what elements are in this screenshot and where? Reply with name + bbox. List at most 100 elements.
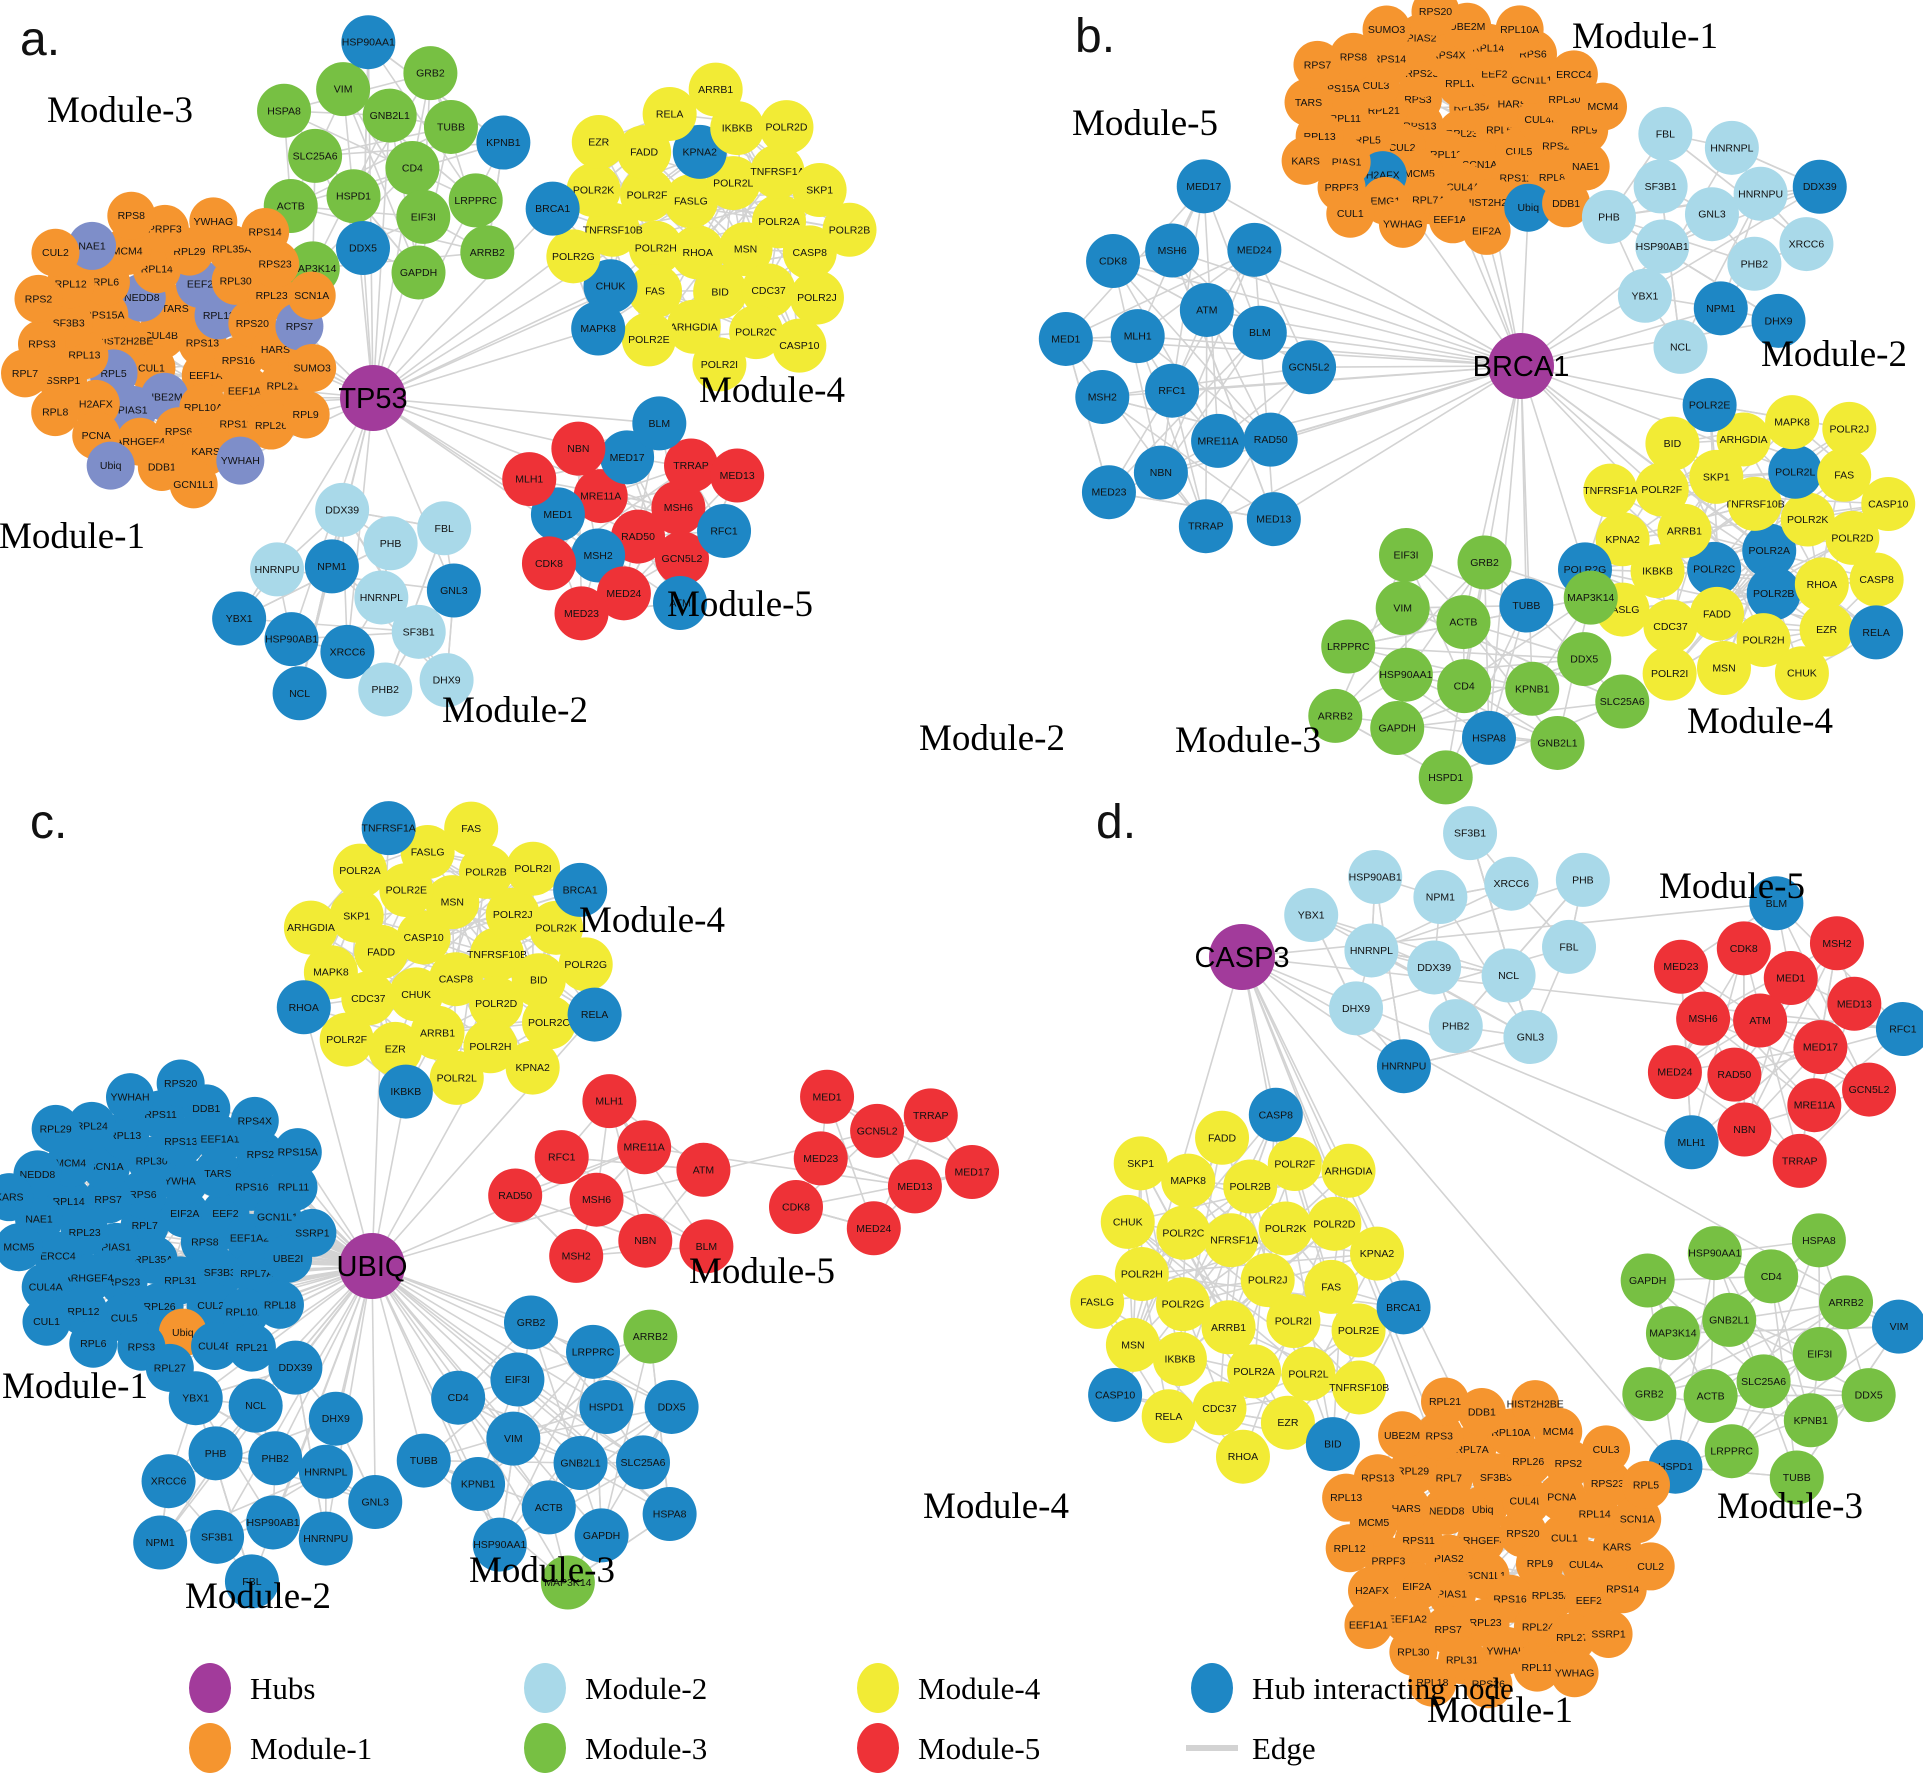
- network-node[interactable]: TNFRSF1A: [362, 801, 416, 856]
- network-node[interactable]: MSH2: [1075, 369, 1130, 424]
- network-node[interactable]: RPL8: [31, 388, 80, 437]
- network-node[interactable]: CD4: [431, 1370, 486, 1425]
- network-node[interactable]: RPL21: [1421, 1377, 1470, 1426]
- network-node[interactable]: EEF1A1: [1344, 1600, 1393, 1649]
- network-node[interactable]: NBN: [618, 1213, 673, 1268]
- network-node[interactable]: GCN5L2: [1842, 1062, 1897, 1117]
- network-node[interactable]: POLR2K: [566, 163, 621, 218]
- network-node[interactable]: MED17: [1176, 159, 1231, 214]
- network-node[interactable]: POLR2I: [506, 841, 561, 896]
- network-node[interactable]: TUBB: [1769, 1450, 1824, 1505]
- network-node[interactable]: ACTB: [521, 1480, 576, 1535]
- network-node[interactable]: MAPK8: [1765, 395, 1820, 450]
- network-node[interactable]: HNRNPU: [1733, 166, 1788, 221]
- network-node[interactable]: HSPD1: [326, 169, 381, 224]
- network-node[interactable]: YWHAH: [216, 436, 265, 485]
- network-node[interactable]: RPL18: [255, 1280, 304, 1329]
- network-node[interactable]: Ubiq: [1504, 183, 1553, 232]
- network-node[interactable]: DDX5: [1841, 1368, 1896, 1423]
- network-node[interactable]: PHB: [188, 1426, 243, 1481]
- network-node[interactable]: XRCC6: [141, 1454, 196, 1509]
- network-node[interactable]: YBX1: [212, 591, 267, 646]
- network-node[interactable]: BID: [1645, 416, 1700, 471]
- network-node[interactable]: GNB2L1: [1702, 1292, 1757, 1347]
- network-node[interactable]: ARRB2: [460, 225, 515, 280]
- network-node[interactable]: RPS14: [241, 207, 290, 256]
- network-node[interactable]: HSP90AB1: [1348, 850, 1403, 905]
- network-node[interactable]: KARS: [0, 1173, 34, 1222]
- network-node[interactable]: POLR2A: [332, 843, 387, 898]
- network-node[interactable]: CUL2: [1626, 1542, 1675, 1591]
- network-node[interactable]: CHUK: [1774, 646, 1829, 701]
- network-node[interactable]: RPS20: [156, 1059, 205, 1108]
- network-node[interactable]: POLR2D: [759, 100, 814, 155]
- network-node[interactable]: ARHGDIA: [1716, 412, 1771, 467]
- network-node[interactable]: GCN5L2: [654, 531, 709, 586]
- network-node[interactable]: CUL4A: [21, 1263, 70, 1312]
- network-node[interactable]: HSP90AB1: [246, 1495, 301, 1550]
- network-node[interactable]: HNRNPU: [298, 1511, 353, 1566]
- network-node[interactable]: RPL5: [1622, 1460, 1670, 1509]
- network-node[interactable]: KPNB1: [476, 115, 531, 170]
- network-node[interactable]: CD4: [1437, 659, 1492, 714]
- network-node[interactable]: RPL10A: [1495, 5, 1544, 54]
- network-node[interactable]: FADD: [617, 125, 672, 180]
- network-node[interactable]: GCN1L1: [169, 460, 218, 509]
- network-node[interactable]: VIM: [316, 62, 371, 117]
- network-node[interactable]: MRE11A: [1191, 413, 1246, 468]
- network-node[interactable]: FAS: [444, 801, 499, 856]
- network-node[interactable]: FASLG: [400, 825, 455, 880]
- network-node[interactable]: MSH2: [549, 1228, 604, 1283]
- network-node[interactable]: CDC37: [1192, 1381, 1247, 1436]
- network-node[interactable]: RPL11: [1513, 1643, 1562, 1692]
- network-node[interactable]: POLR2L: [1768, 444, 1823, 499]
- network-node[interactable]: HSPA8: [642, 1487, 697, 1542]
- network-node[interactable]: GAPDH: [1620, 1253, 1675, 1308]
- network-node[interactable]: EIF3I: [396, 189, 451, 244]
- network-node[interactable]: RPS20: [1411, 0, 1460, 36]
- network-node[interactable]: NBN: [1133, 445, 1188, 500]
- hub-node[interactable]: TP53: [338, 365, 408, 431]
- network-node[interactable]: GRB2: [503, 1295, 558, 1350]
- network-node[interactable]: DDX39: [1407, 940, 1462, 995]
- network-node[interactable]: ARRB1: [1657, 503, 1712, 558]
- network-node[interactable]: LRPPRC: [448, 173, 503, 228]
- network-node[interactable]: FADD: [1195, 1110, 1250, 1165]
- network-node[interactable]: HSP90AA1: [472, 1517, 527, 1572]
- network-node[interactable]: POLR2C: [522, 995, 577, 1050]
- network-node[interactable]: ATM: [1179, 282, 1234, 337]
- network-node[interactable]: BRCA1: [553, 862, 608, 917]
- network-node[interactable]: PHB2: [1727, 236, 1782, 291]
- network-node[interactable]: ARHGDIA: [283, 900, 338, 955]
- network-node[interactable]: HSPD1: [579, 1380, 634, 1435]
- network-node[interactable]: RPS8: [1329, 32, 1378, 81]
- network-node[interactable]: ARHGDIA: [666, 299, 721, 354]
- network-node[interactable]: MAP3K14: [1563, 570, 1618, 625]
- network-node[interactable]: MLH1: [502, 452, 557, 507]
- network-node[interactable]: PHB: [1581, 189, 1636, 244]
- network-node[interactable]: CASP8: [1849, 552, 1904, 607]
- network-node[interactable]: HNRNPU: [1376, 1039, 1431, 1094]
- network-node[interactable]: ARRB1: [1201, 1300, 1256, 1355]
- network-node[interactable]: POLR2H: [628, 220, 683, 275]
- network-node[interactable]: POLR2D: [1307, 1196, 1362, 1251]
- network-node[interactable]: RPL18: [1408, 1658, 1457, 1707]
- network-node[interactable]: ARRB2: [1308, 688, 1363, 743]
- network-node[interactable]: SKP1: [329, 888, 384, 943]
- network-node[interactable]: MED1: [1763, 951, 1818, 1006]
- network-node[interactable]: CASP10: [1861, 477, 1916, 532]
- network-node[interactable]: HNRNPL: [1704, 120, 1759, 175]
- network-node[interactable]: POLR2H: [1736, 613, 1791, 668]
- network-node[interactable]: MAP3K14: [1645, 1306, 1700, 1361]
- network-node[interactable]: RPL29: [31, 1104, 80, 1153]
- network-node[interactable]: MED13: [1246, 492, 1301, 547]
- network-node[interactable]: MED24: [846, 1201, 901, 1256]
- network-node[interactable]: TUBB: [423, 99, 478, 154]
- network-node[interactable]: POLR2D: [1825, 510, 1880, 565]
- network-node[interactable]: GNB2L1: [1530, 715, 1585, 770]
- network-node[interactable]: GAPDH: [391, 245, 446, 300]
- network-node[interactable]: RPL9: [281, 390, 330, 439]
- network-node[interactable]: POLR2J: [789, 270, 844, 325]
- network-node[interactable]: HSP90AB1: [1635, 219, 1690, 274]
- network-node[interactable]: POLR2A: [1742, 523, 1797, 578]
